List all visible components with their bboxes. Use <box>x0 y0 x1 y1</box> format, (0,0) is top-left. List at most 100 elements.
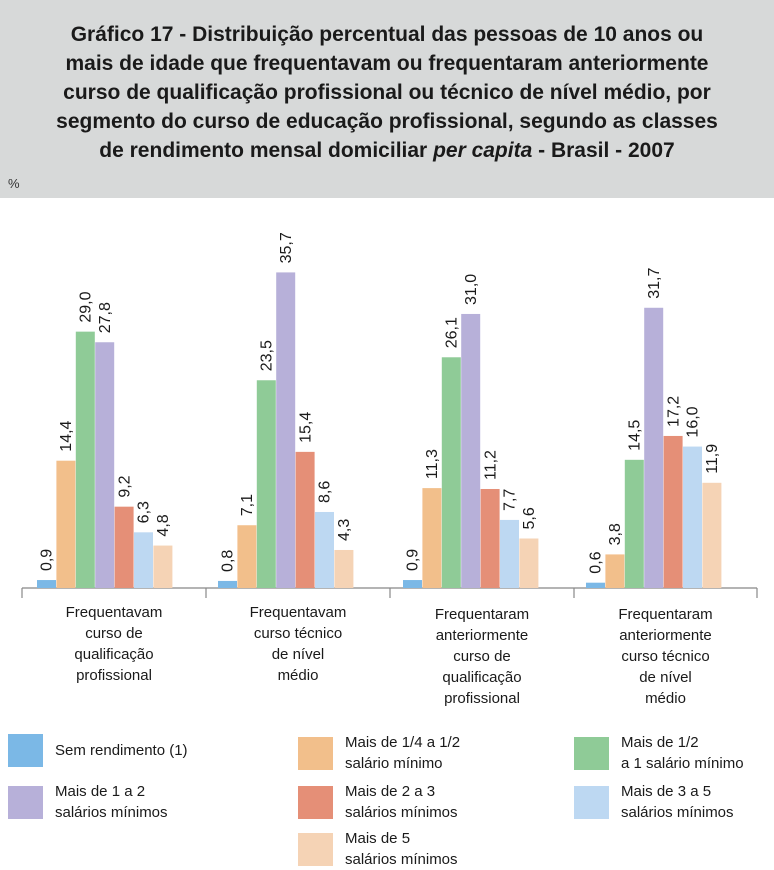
bar-value-label: 31,7 <box>646 268 663 299</box>
category-label-line: Frequentavam <box>249 604 347 621</box>
legend-label-line: Mais de 5 <box>345 830 411 847</box>
category-label: Frequentavam curso técnico de nível médio <box>223 602 373 686</box>
bar-value-label: 16,0 <box>685 406 702 437</box>
bar-value-label: 14,4 <box>58 420 75 451</box>
legend-label: Sem rendimento (1) <box>55 740 188 761</box>
title-line-5-start: de rendimento mensal domiciliar <box>99 139 434 162</box>
legend-label-line: a 1 salário mínimo <box>621 755 744 772</box>
bar-value-label: 11,3 <box>424 449 441 479</box>
title-line-1: Gráfico 17 - Distribuição percentual das… <box>70 23 704 46</box>
legend-swatch <box>298 736 333 770</box>
legend-label-line: salário mínimo <box>345 755 443 772</box>
chart-title: Gráfico 17 - Distribuição percentual das… <box>10 20 764 165</box>
bar-value-label: 31,0 <box>463 274 480 305</box>
category-label-line: curso técnico <box>253 625 343 642</box>
bar <box>315 511 334 588</box>
title-line-4: segmento do curso de educação profission… <box>56 110 718 133</box>
category-label-line: curso técnico <box>621 648 710 665</box>
legend-label-line: salários mínimos <box>345 851 458 868</box>
legend-label: Mais de 5 salários mínimos <box>345 828 458 870</box>
legend-label-line: salários mínimos <box>621 804 734 821</box>
bar <box>480 488 500 588</box>
legend-item: Mais de 1/4 a 1/2 salário mínimo <box>298 732 460 774</box>
bar <box>702 482 722 588</box>
bar-value-label: 27,8 <box>97 302 114 333</box>
bar-value-label: 11,9 <box>704 444 721 474</box>
category-label-line: qualificação <box>74 646 154 663</box>
title-line-5-italic: per capita <box>433 139 533 162</box>
category-label-line: de nível <box>271 646 325 663</box>
category-label: Frequentavam curso de qualificação profissi… <box>39 602 189 686</box>
y-unit-label: % <box>8 176 20 191</box>
bar-value-label: 7,1 <box>239 494 256 516</box>
category-label-line: profissional <box>76 667 152 684</box>
category-label-line: qualificação <box>442 669 522 686</box>
title-line-5: de rendimento mensal domiciliar per capi… <box>99 139 674 162</box>
bar-value-label: 17,2 <box>665 396 682 427</box>
bar-value-label: 8,6 <box>317 481 334 503</box>
legend-label-line: Mais de 1/4 a 1/2 <box>345 734 461 751</box>
bar <box>461 313 481 588</box>
legend-label-line: salários mínimos <box>345 804 458 821</box>
bar-value-label: 7,7 <box>502 489 519 511</box>
bar-value-label: 29,0 <box>78 291 95 322</box>
category-label: Frequentaram anteriormente curso de qualifi… <box>407 604 557 709</box>
title-panel: Gráfico 17 - Distribuição percentual das… <box>0 0 774 198</box>
legend-label: Mais de 1/4 a 1/2 salário mínimo <box>345 732 460 774</box>
bar <box>334 549 354 588</box>
bar <box>153 545 173 588</box>
bar-value-label: 0,9 <box>405 549 422 571</box>
bar <box>663 435 683 588</box>
bar <box>519 538 539 588</box>
bar <box>237 525 257 588</box>
bar <box>644 307 664 588</box>
bar <box>75 331 95 588</box>
category-label-line: Frequentaram <box>618 606 713 623</box>
legend-swatch <box>298 832 333 866</box>
bar <box>441 357 461 588</box>
legend-label-line: Mais de 1 a 2 <box>55 783 146 800</box>
category-label-line: médio <box>645 690 686 707</box>
bar-value-label: 6,3 <box>136 501 153 523</box>
legend-item: Sem rendimento (1) <box>8 734 188 767</box>
bar-value-label: 0,6 <box>588 551 605 573</box>
legend-label-line: salários mínimos <box>55 804 168 821</box>
bar <box>95 342 115 588</box>
category-label-line: médio <box>277 667 319 684</box>
category-label-line: Frequentaram <box>434 606 530 623</box>
bar-value-label: 5,6 <box>521 507 538 529</box>
legend-label-line: Mais de 1/2 <box>621 734 699 751</box>
category-label-line: Frequentavam <box>65 604 163 621</box>
bar-value-label: 4,8 <box>155 514 172 536</box>
bar <box>403 580 422 588</box>
legend-item: Mais de 3 a 5 salários mínimos <box>574 781 734 823</box>
legend-label: Mais de 2 a 3 salários mínimos <box>345 781 458 823</box>
title-line-2: mais de idade que frequentavam ou freque… <box>65 52 709 75</box>
legend-label-line: Mais de 2 a 3 <box>345 783 436 800</box>
bar-value-label: 35,7 <box>278 232 295 263</box>
legend <box>0 718 774 870</box>
legend-label-line: Sem rendimento (1) <box>55 742 188 759</box>
category-label-line: anteriormente <box>619 627 712 644</box>
legend-item: Mais de 1 a 2 salários mínimos <box>8 781 168 823</box>
legend-swatch <box>8 734 43 767</box>
bar <box>586 582 605 588</box>
category-label-line: curso de <box>453 648 511 665</box>
bar-value-label: 0,8 <box>220 550 237 572</box>
legend-item: Mais de 2 a 3 salários mínimos <box>298 781 458 823</box>
bar-value-label: 0,9 <box>39 549 56 571</box>
bar-value-label: 9,2 <box>116 475 133 497</box>
legend-item: Mais de 5 salários mínimos <box>298 828 458 870</box>
bar-value-label: 26,1 <box>444 317 461 348</box>
bar <box>56 460 76 588</box>
legend-label: Mais de 1/2 a 1 salário mínimo <box>621 732 744 774</box>
bar <box>114 506 134 588</box>
legend-item: Mais de 1/2 a 1 salário mínimo <box>574 732 744 774</box>
category-label: Frequentaram anteriormente curso técnico de… <box>591 604 741 709</box>
bar <box>256 380 276 588</box>
bar-value-label: 23,5 <box>259 340 276 371</box>
bar <box>605 554 625 588</box>
bar-value-label: 4,3 <box>336 519 353 541</box>
bar-value-label: 3,8 <box>607 523 624 545</box>
